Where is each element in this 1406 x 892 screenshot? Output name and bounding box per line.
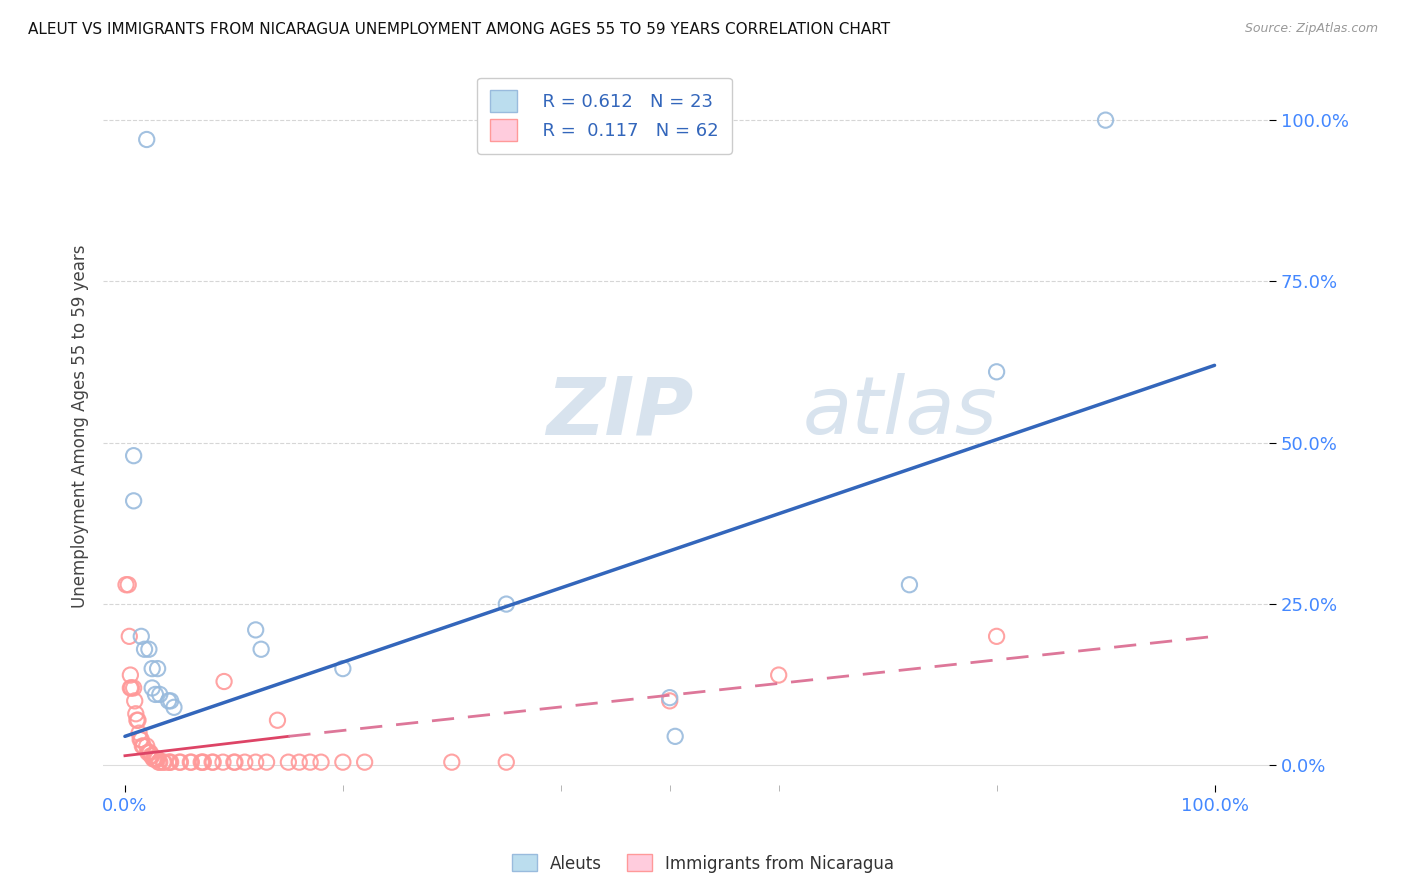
Point — [190, 755, 212, 769]
Point — [768, 668, 790, 682]
Point — [138, 746, 160, 760]
Point — [135, 132, 157, 146]
Point — [309, 755, 332, 769]
Point — [129, 732, 152, 747]
Point — [132, 739, 155, 753]
Point — [986, 629, 1008, 643]
Point — [163, 700, 186, 714]
Point — [127, 713, 149, 727]
Legend:   R = 0.612   N = 23,   R =  0.117   N = 62: R = 0.612 N = 23, R = 0.117 N = 62 — [477, 78, 731, 154]
Point — [191, 755, 214, 769]
Point — [658, 690, 681, 705]
Point — [135, 739, 157, 753]
Y-axis label: Unemployment Among Ages 55 to 59 years: Unemployment Among Ages 55 to 59 years — [72, 245, 89, 608]
Text: ALEUT VS IMMIGRANTS FROM NICARAGUA UNEMPLOYMENT AMONG AGES 55 TO 59 YEARS CORREL: ALEUT VS IMMIGRANTS FROM NICARAGUA UNEMP… — [28, 22, 890, 37]
Point — [159, 755, 181, 769]
Point — [169, 755, 191, 769]
Point — [288, 755, 311, 769]
Point — [146, 662, 169, 676]
Point — [193, 755, 215, 769]
Point — [124, 694, 146, 708]
Point — [332, 755, 354, 769]
Point — [250, 642, 273, 657]
Point — [157, 694, 180, 708]
Point — [128, 726, 150, 740]
Point — [125, 713, 148, 727]
Point — [142, 752, 165, 766]
Point — [141, 681, 163, 695]
Point — [986, 365, 1008, 379]
Text: ZIP: ZIP — [546, 374, 693, 451]
Point — [898, 578, 921, 592]
Point — [118, 629, 141, 643]
Point — [149, 687, 172, 701]
Point — [159, 755, 181, 769]
Point — [146, 752, 169, 766]
Point — [169, 755, 191, 769]
Point — [212, 674, 235, 689]
Point — [256, 755, 278, 769]
Point — [658, 694, 681, 708]
Text: atlas: atlas — [803, 374, 997, 451]
Text: Source: ZipAtlas.com: Source: ZipAtlas.com — [1244, 22, 1378, 36]
Legend: Aleuts, Immigrants from Nicaragua: Aleuts, Immigrants from Nicaragua — [505, 847, 901, 880]
Point — [134, 642, 156, 657]
Point — [149, 755, 172, 769]
Point — [440, 755, 463, 769]
Point — [1094, 113, 1116, 128]
Point — [277, 755, 299, 769]
Point — [152, 755, 174, 769]
Point — [222, 755, 245, 769]
Point — [145, 752, 167, 766]
Point — [125, 706, 148, 721]
Point — [129, 629, 152, 643]
Point — [202, 755, 225, 769]
Point — [129, 732, 152, 747]
Point — [664, 730, 686, 744]
Point — [115, 578, 138, 592]
Point — [299, 755, 322, 769]
Point — [143, 752, 166, 766]
Point — [145, 752, 167, 766]
Point — [138, 642, 160, 657]
Point — [266, 713, 288, 727]
Point — [141, 748, 163, 763]
Point — [159, 694, 181, 708]
Point — [495, 755, 517, 769]
Point — [131, 739, 153, 753]
Point — [153, 755, 176, 769]
Point — [122, 493, 145, 508]
Point — [180, 755, 202, 769]
Point — [145, 687, 167, 701]
Point — [233, 755, 256, 769]
Point — [120, 681, 142, 695]
Point — [120, 668, 142, 682]
Point — [157, 755, 180, 769]
Point — [122, 449, 145, 463]
Point — [179, 755, 201, 769]
Point — [224, 755, 246, 769]
Point — [148, 755, 170, 769]
Point — [141, 662, 163, 676]
Point — [353, 755, 375, 769]
Point — [139, 746, 162, 760]
Point — [245, 623, 267, 637]
Point — [120, 681, 142, 695]
Point — [495, 597, 517, 611]
Point — [212, 755, 235, 769]
Point — [201, 755, 224, 769]
Point — [245, 755, 267, 769]
Point — [332, 662, 354, 676]
Point — [122, 681, 145, 695]
Point — [117, 578, 139, 592]
Point — [139, 748, 162, 763]
Point — [136, 746, 159, 760]
